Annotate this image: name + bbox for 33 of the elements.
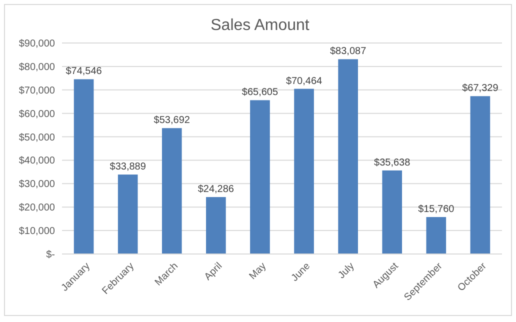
data-label: $74,546 <box>66 66 102 78</box>
y-tick-label: $20,000 <box>18 202 56 214</box>
y-tick-label: $30,000 <box>18 179 56 190</box>
y-tick-label: $90,000 <box>18 38 56 50</box>
data-label: $65,605 <box>242 87 278 98</box>
y-tick-label: $60,000 <box>18 108 56 120</box>
y-tick-label: $70,000 <box>18 85 56 96</box>
bar <box>162 128 182 254</box>
data-label: $67,329 <box>462 83 499 94</box>
bar <box>74 79 94 254</box>
data-label: $83,087 <box>330 46 367 58</box>
bar <box>338 59 358 254</box>
data-label: $35,638 <box>374 157 411 168</box>
y-tick-label: $80,000 <box>18 62 56 73</box>
bar <box>294 88 314 254</box>
data-label: $33,889 <box>110 162 146 173</box>
bar <box>470 96 490 254</box>
x-tick-label: July <box>336 260 357 282</box>
data-label: $53,692 <box>154 115 190 126</box>
y-tick-label: $40,000 <box>18 156 56 167</box>
bar <box>426 217 446 254</box>
bar <box>118 174 138 254</box>
y-tick-label: $50,000 <box>18 132 56 144</box>
data-label: $70,464 <box>286 76 323 87</box>
y-tick-label: $10,000 <box>18 226 56 238</box>
chart-title: Sales Amount <box>210 17 310 34</box>
bar <box>250 100 270 254</box>
bar <box>206 197 226 254</box>
data-label: $15,760 <box>418 204 455 216</box>
bar <box>382 170 402 254</box>
x-tick-label: May <box>247 260 269 282</box>
y-tick-label: $- <box>46 250 55 260</box>
data-label: $24,286 <box>198 184 234 196</box>
